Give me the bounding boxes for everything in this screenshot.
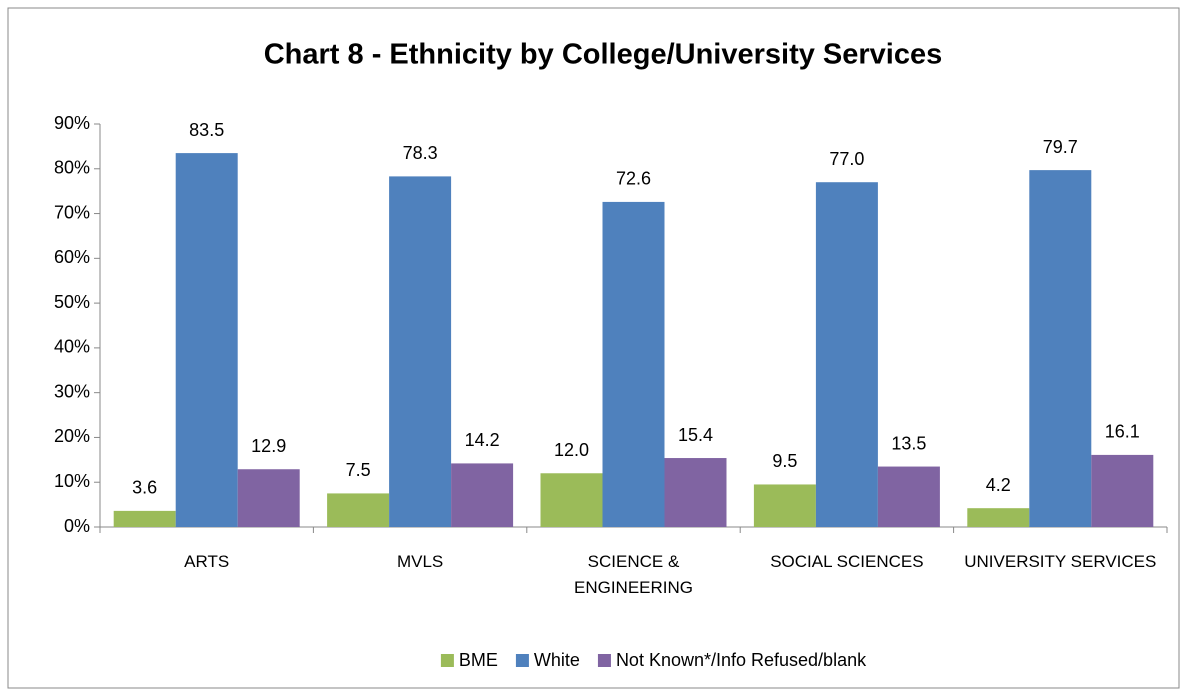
legend-swatch	[440, 654, 454, 667]
value-label: 4.2	[986, 475, 1011, 495]
bar	[389, 176, 452, 527]
value-label: 79.7	[1043, 137, 1078, 157]
bar	[327, 493, 390, 527]
value-label: 12.0	[554, 440, 589, 460]
value-label: 77.0	[829, 149, 864, 169]
y-tick-label: 60%	[54, 247, 90, 267]
bar	[113, 510, 176, 527]
x-tick-label: SOCIAL SCIENCES	[770, 552, 924, 571]
bar	[967, 508, 1030, 527]
x-tick-label: MVLS	[396, 552, 444, 571]
legend-label: White	[534, 650, 580, 670]
value-label: 12.9	[251, 436, 286, 456]
y-tick-label: 0%	[64, 516, 90, 536]
y-tick-label: 70%	[54, 202, 90, 222]
chart-title: Chart 8 - Ethnicity by College/Universit…	[264, 39, 943, 71]
value-label: 16.1	[1105, 422, 1140, 442]
x-tick-label: ARTS	[184, 552, 230, 571]
bar	[602, 201, 665, 527]
bar	[451, 463, 514, 527]
y-tick-label: 80%	[54, 158, 90, 178]
value-label: 13.5	[891, 433, 926, 453]
bar	[815, 182, 878, 527]
y-tick-label: 50%	[54, 292, 90, 312]
bar	[175, 153, 238, 527]
value-label: 9.5	[772, 451, 797, 471]
bar	[877, 466, 940, 527]
value-label: 14.2	[465, 430, 500, 450]
bar	[540, 473, 603, 527]
value-label: 15.4	[678, 425, 713, 445]
y-tick-label: 20%	[54, 426, 90, 446]
legend-swatch	[597, 654, 611, 667]
value-label: 72.6	[616, 169, 651, 189]
y-tick-label: 90%	[54, 113, 90, 133]
y-tick-label: 40%	[54, 337, 90, 357]
legend-swatch	[515, 654, 529, 667]
bar	[664, 458, 727, 527]
value-label: 83.5	[189, 120, 224, 140]
value-label: 78.3	[403, 143, 438, 163]
value-label: 3.6	[132, 478, 157, 498]
legend-label: Not Known*/Info Refused/blank	[616, 650, 867, 670]
bar	[1091, 454, 1154, 527]
bar	[753, 484, 816, 527]
y-tick-label: 30%	[54, 381, 90, 401]
y-tick-label: 10%	[54, 471, 90, 491]
bar	[1029, 170, 1092, 528]
x-tick-label: UNIVERSITY SERVICES	[964, 552, 1157, 571]
bar	[237, 469, 300, 527]
value-label: 7.5	[346, 460, 371, 480]
x-tick-label: SCIENCE & ENGINEERING	[573, 552, 694, 597]
legend-label: BME	[459, 650, 498, 670]
